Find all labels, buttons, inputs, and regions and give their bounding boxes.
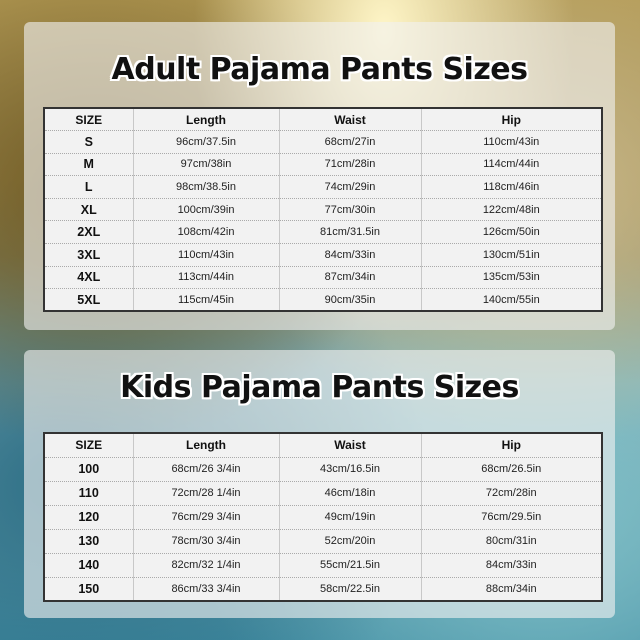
measurement-cell: 71cm/28in <box>278 152 421 176</box>
measurement-cell: 55cm/21.5in <box>278 552 421 577</box>
measurement-cell: 72cm/28 1/4in <box>132 480 279 505</box>
measurement-cell: 130cm/51in <box>420 243 602 267</box>
size-cell: XL <box>43 197 133 221</box>
measurement-cell: 86cm/33 3/4in <box>132 576 279 601</box>
size-cell: 3XL <box>43 243 133 267</box>
measurement-cell: 135cm/53in <box>420 265 602 289</box>
table-header-row: SIZE Length Waist Hip <box>43 432 602 457</box>
measurement-cell: 52cm/20in <box>278 528 421 553</box>
measurement-cell: 126cm/50in <box>420 220 602 244</box>
column-header: Hip <box>420 432 602 457</box>
size-cell: 150 <box>43 576 133 601</box>
measurement-cell: 108cm/42in <box>132 220 279 244</box>
size-cell: S <box>43 130 133 154</box>
measurement-cell: 80cm/31in <box>420 528 602 553</box>
measurement-cell: 110cm/43in <box>420 130 602 154</box>
measurement-cell: 58cm/22.5in <box>278 576 421 601</box>
table-row: 130 78cm/30 3/4in 52cm/20in 80cm/31in <box>43 528 602 553</box>
table-row: M 97cm/38in 71cm/28in 114cm/44in <box>43 152 602 176</box>
size-cell: 4XL <box>43 265 133 289</box>
measurement-cell: 100cm/39in <box>132 197 279 221</box>
column-header: Hip <box>420 107 602 131</box>
measurement-cell: 87cm/34in <box>278 265 421 289</box>
measurement-cell: 68cm/26.5in <box>420 456 602 481</box>
measurement-cell: 110cm/43in <box>132 243 279 267</box>
kids-size-panel: Kids Pajama Pants Sizes SIZE Length Waist H… <box>24 350 615 618</box>
size-cell: 110 <box>43 480 133 505</box>
table-row: 100 68cm/26 3/4in 43cm/16.5in 68cm/26.5in <box>43 456 602 481</box>
table-row: 150 86cm/33 3/4in 58cm/22.5in 88cm/34in <box>43 576 602 601</box>
column-header: Length <box>132 432 279 457</box>
table-header-row: SIZE Length Waist Hip <box>43 107 602 131</box>
measurement-cell: 74cm/29in <box>278 175 421 199</box>
adult-size-panel: Adult Pajama Pants Sizes SIZE Length Waist… <box>24 22 615 330</box>
table-row: 2XL 108cm/42in 81cm/31.5in 126cm/50in <box>43 220 602 244</box>
kids-title: Kids Pajama Pants Sizes <box>120 370 519 405</box>
size-cell: L <box>43 175 133 199</box>
measurement-cell: 68cm/26 3/4in <box>132 456 279 481</box>
measurement-cell: 78cm/30 3/4in <box>132 528 279 553</box>
size-cell: M <box>43 152 133 176</box>
table-row: 140 82cm/32 1/4in 55cm/21.5in 84cm/33in <box>43 552 602 577</box>
size-cell: 120 <box>43 504 133 529</box>
table-row: 3XL 110cm/43in 84cm/33in 130cm/51in <box>43 243 602 267</box>
table-row: XL 100cm/39in 77cm/30in 122cm/48in <box>43 197 602 221</box>
column-header: Waist <box>278 432 421 457</box>
adult-title: Adult Pajama Pants Sizes <box>111 52 529 87</box>
measurement-cell: 122cm/48in <box>420 197 602 221</box>
measurement-cell: 118cm/46in <box>420 175 602 199</box>
adult-size-table: SIZE Length Waist Hip S 96cm/37.5in 68cm/27in… <box>43 107 603 313</box>
column-header: SIZE <box>43 432 133 457</box>
measurement-cell: 97cm/38in <box>132 152 279 176</box>
measurement-cell: 82cm/32 1/4in <box>132 552 279 577</box>
size-cell: 140 <box>43 552 133 577</box>
measurement-cell: 84cm/33in <box>278 243 421 267</box>
measurement-cell: 84cm/33in <box>420 552 602 577</box>
table-row: 110 72cm/28 1/4in 46cm/18in 72cm/28in <box>43 480 602 505</box>
measurement-cell: 96cm/37.5in <box>132 130 279 154</box>
measurement-cell: 90cm/35in <box>278 288 421 312</box>
measurement-cell: 81cm/31.5in <box>278 220 421 244</box>
column-header: Length <box>132 107 279 131</box>
table-row: 4XL 113cm/44in 87cm/34in 135cm/53in <box>43 265 602 289</box>
measurement-cell: 113cm/44in <box>132 265 279 289</box>
measurement-cell: 98cm/38.5in <box>132 175 279 199</box>
measurement-cell: 140cm/55in <box>420 288 602 312</box>
table-row: L 98cm/38.5in 74cm/29in 118cm/46in <box>43 175 602 199</box>
measurement-cell: 68cm/27in <box>278 130 421 154</box>
measurement-cell: 76cm/29.5in <box>420 504 602 529</box>
measurement-cell: 46cm/18in <box>278 480 421 505</box>
measurement-cell: 88cm/34in <box>420 576 602 601</box>
table-row: 120 76cm/29 3/4in 49cm/19in 76cm/29.5in <box>43 504 602 529</box>
measurement-cell: 115cm/45in <box>132 288 279 312</box>
measurement-cell: 72cm/28in <box>420 480 602 505</box>
measurement-cell: 114cm/44in <box>420 152 602 176</box>
column-header: Waist <box>278 107 421 131</box>
size-cell: 100 <box>43 456 133 481</box>
table-row: 5XL 115cm/45in 90cm/35in 140cm/55in <box>43 288 602 312</box>
measurement-cell: 76cm/29 3/4in <box>132 504 279 529</box>
measurement-cell: 43cm/16.5in <box>278 456 421 481</box>
kids-size-table: SIZE Length Waist Hip 100 68cm/26 3/4in 43cm/… <box>43 432 603 602</box>
size-cell: 5XL <box>43 288 133 312</box>
measurement-cell: 77cm/30in <box>278 197 421 221</box>
table-row: S 96cm/37.5in 68cm/27in 110cm/43in <box>43 130 602 154</box>
measurement-cell: 49cm/19in <box>278 504 421 529</box>
size-cell: 2XL <box>43 220 133 244</box>
column-header: SIZE <box>43 107 133 131</box>
size-cell: 130 <box>43 528 133 553</box>
